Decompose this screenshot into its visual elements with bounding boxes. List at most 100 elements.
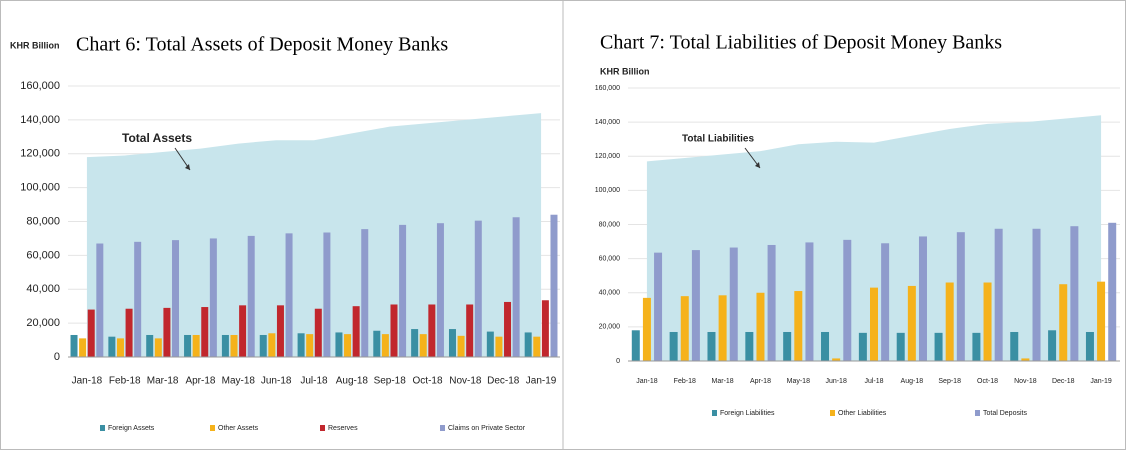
bar	[361, 229, 369, 357]
bar	[466, 304, 474, 357]
x-tick-label: Mar-18	[147, 376, 179, 387]
x-tick-label: Oct-18	[413, 376, 443, 387]
bar	[843, 239, 852, 361]
bar	[247, 235, 255, 357]
x-tick-label: Mar-18	[712, 378, 734, 385]
bar	[918, 236, 927, 361]
bar	[745, 331, 754, 361]
bar	[230, 334, 238, 357]
bar	[108, 336, 116, 357]
bar	[945, 282, 954, 361]
bar	[373, 330, 381, 357]
bar	[428, 304, 436, 357]
bar	[259, 334, 267, 357]
bar	[116, 338, 124, 357]
legend-swatch	[712, 410, 717, 416]
x-tick-label: Sep-18	[938, 378, 961, 385]
bar	[314, 308, 322, 357]
bar	[680, 296, 689, 361]
bar	[896, 332, 905, 361]
bar	[550, 214, 558, 357]
bar	[96, 243, 104, 357]
legend-label: Claims on Private Sector	[448, 425, 526, 432]
y-tick-label: 140,000	[20, 114, 60, 126]
bar	[163, 307, 171, 357]
bar	[87, 309, 95, 357]
y-tick-label: 40,000	[26, 283, 60, 295]
legend-label: Other Liabilities	[838, 410, 887, 417]
bar	[146, 334, 154, 357]
bar	[268, 333, 276, 357]
bar	[718, 295, 727, 361]
x-tick-label: Jan-18	[72, 376, 103, 387]
y-tick-label: 40,000	[599, 290, 621, 297]
x-tick-label: May-18	[787, 378, 810, 385]
bar	[221, 334, 229, 357]
bar	[756, 292, 765, 361]
bar	[323, 232, 331, 357]
bar	[934, 332, 943, 361]
legend-label: Reserves	[328, 425, 358, 432]
bar	[870, 287, 878, 361]
bar	[448, 329, 456, 357]
bar	[297, 333, 305, 357]
bar	[154, 338, 162, 357]
x-tick-label: Sep-18	[374, 376, 407, 387]
arrow-head	[185, 164, 190, 170]
bar	[390, 304, 398, 357]
bar	[858, 332, 867, 361]
x-tick-label: Jun-18	[825, 378, 847, 385]
bar	[794, 291, 803, 361]
x-tick-label: Dec-18	[1052, 378, 1075, 385]
x-tick-label: Feb-18	[109, 376, 141, 387]
bar	[495, 336, 503, 357]
bar	[474, 220, 482, 357]
x-tick-label: May-18	[222, 376, 256, 387]
chart-title: Chart 6: Total Assets of Deposit Money B…	[76, 34, 448, 56]
bar	[239, 305, 247, 357]
bar	[631, 330, 640, 361]
bar	[1021, 358, 1030, 361]
bar	[512, 217, 520, 357]
bar	[1097, 281, 1106, 361]
y-tick-label: 20,000	[26, 317, 60, 329]
bar	[399, 224, 407, 357]
bar	[344, 334, 352, 357]
bar	[1070, 226, 1079, 361]
x-tick-label: Jul-18	[300, 376, 328, 387]
legend-swatch	[830, 410, 835, 416]
bar	[381, 334, 389, 357]
bar	[504, 301, 512, 357]
x-tick-label: Jul-18	[864, 378, 883, 385]
y-tick-label: 20,000	[599, 324, 621, 331]
bar	[1048, 330, 1057, 361]
bar	[1059, 284, 1068, 361]
bar	[907, 285, 916, 361]
bar	[1085, 331, 1094, 361]
bar	[729, 247, 738, 361]
legend-label: Foreign Assets	[108, 425, 155, 432]
bar	[486, 331, 494, 357]
bar	[994, 228, 1003, 361]
bar	[1108, 222, 1117, 361]
y-tick-label: 60,000	[599, 255, 621, 262]
bar	[184, 334, 192, 357]
bar	[642, 297, 651, 361]
bar	[436, 223, 444, 357]
x-tick-label: Feb-18	[674, 378, 696, 385]
arrow-head	[755, 162, 760, 168]
y-tick-label: 0	[616, 358, 620, 365]
bar	[881, 243, 890, 361]
y-axis-label: KHR Billion	[10, 40, 60, 50]
bar	[832, 358, 841, 361]
bar	[419, 334, 427, 357]
bar	[70, 334, 78, 357]
chart-title: Chart 7: Total Liabilities of Deposit Mo…	[600, 32, 1002, 54]
y-tick-label: 80,000	[599, 221, 621, 228]
legend-swatch	[975, 410, 980, 416]
bar	[524, 332, 532, 357]
bar	[276, 305, 284, 357]
x-tick-label: Apr-18	[750, 378, 771, 385]
y-tick-label: 0	[54, 351, 60, 363]
